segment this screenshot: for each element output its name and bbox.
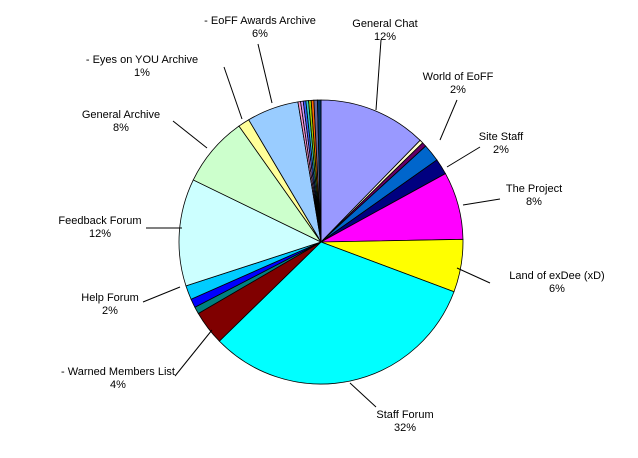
slice-percent-13: 8% xyxy=(113,122,129,134)
leader-line-7 xyxy=(349,382,377,408)
slice-percent-15: 6% xyxy=(252,28,268,40)
slice-label-10: Help Forum xyxy=(81,292,138,304)
slice-percent-5: 8% xyxy=(526,196,542,208)
leader-line-10 xyxy=(142,286,181,303)
slice-percent-6: 6% xyxy=(549,283,565,295)
slice-percent-10: 2% xyxy=(102,305,118,317)
pie-slice-7 xyxy=(218,241,455,385)
slice-label-13: General Archive xyxy=(82,109,160,121)
slice-label-7: Staff Forum xyxy=(376,409,433,421)
slice-percent-0: 12% xyxy=(374,31,396,43)
leader-line-6 xyxy=(456,267,491,284)
leader-line-4 xyxy=(446,146,481,168)
slice-label-15: - EoFF Awards Archive xyxy=(204,15,316,27)
slice-label-8: - Warned Members List xyxy=(61,366,175,378)
slice-percent-7: 32% xyxy=(394,422,416,434)
pie-slice-12 xyxy=(178,179,323,287)
pie-slice-0 xyxy=(320,99,421,243)
slice-percent-12: 12% xyxy=(89,228,111,240)
leader-line-8 xyxy=(174,329,213,377)
slice-percent-14: 1% xyxy=(134,67,150,79)
slice-percent-3: 2% xyxy=(450,84,466,96)
slice-label-6: Land of exDee (xD) xyxy=(509,270,604,282)
slice-label-12: Feedback Forum xyxy=(58,215,141,227)
leader-line-13 xyxy=(172,120,208,149)
slice-percent-4: 2% xyxy=(493,144,509,156)
leader-line-14 xyxy=(223,66,243,120)
leader-line-0 xyxy=(375,39,382,111)
pie-slice-23 xyxy=(317,99,322,243)
slice-label-0: General Chat xyxy=(352,18,417,30)
pie-slices xyxy=(178,99,464,385)
slice-label-4: Site Staff xyxy=(479,131,524,143)
leader-line-3 xyxy=(439,99,458,141)
slice-label-5: The Project xyxy=(506,183,562,195)
slice-label-3: World of EoFF xyxy=(423,71,494,83)
leader-lines xyxy=(142,39,501,408)
slice-percent-8: 4% xyxy=(110,379,126,391)
leader-line-5 xyxy=(462,198,501,206)
slice-label-14: - Eyes on YOU Archive xyxy=(86,54,198,66)
leader-line-15 xyxy=(257,43,273,104)
